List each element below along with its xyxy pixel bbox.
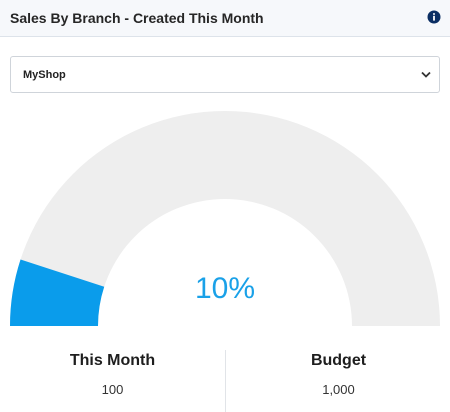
this-month-stat: This Month 100 <box>0 350 225 397</box>
budget-label: Budget <box>310 352 367 369</box>
branch-select-value: MyShop <box>23 69 66 81</box>
budget-value: 1,000 <box>322 382 355 397</box>
gauge-percent-label: 10% <box>194 272 256 305</box>
widget-title: Sales By Branch - Created This Month <box>10 10 264 26</box>
stats-row: This Month 100 Budget 1,000 <box>0 350 450 412</box>
gauge-track <box>10 111 440 326</box>
chevron-down-icon <box>421 71 431 78</box>
branch-select[interactable]: MyShop <box>10 56 440 93</box>
this-month-value: 100 <box>101 382 124 397</box>
gauge-chart <box>10 111 440 326</box>
widget-header: Sales By Branch - Created This Month <box>0 0 450 37</box>
gauge-fill <box>10 259 105 326</box>
budget-stat: Budget 1,000 <box>226 350 450 397</box>
info-icon[interactable] <box>427 10 441 24</box>
this-month-label: This Month <box>69 352 156 369</box>
stats-divider <box>225 350 226 412</box>
